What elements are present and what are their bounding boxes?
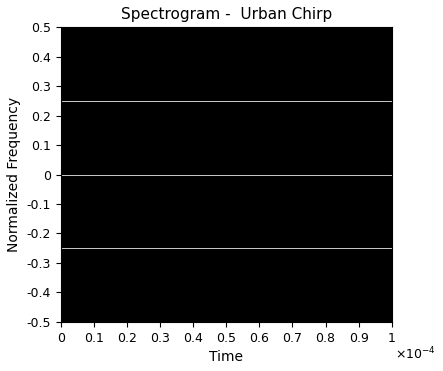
Title: Spectrogram -  Urban Chirp: Spectrogram - Urban Chirp	[120, 7, 332, 22]
X-axis label: Time: Time	[209, 350, 243, 364]
Text: $\times 10^{-4}$: $\times 10^{-4}$	[395, 345, 436, 362]
Y-axis label: Normalized Frequency: Normalized Frequency	[7, 97, 21, 252]
